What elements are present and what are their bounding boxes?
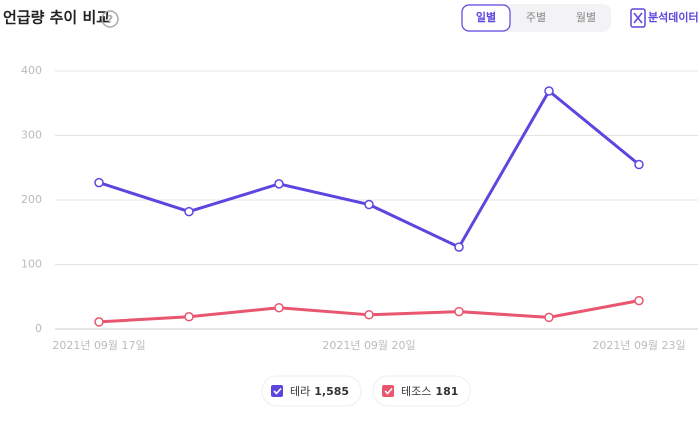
y-tick-label: 200: [21, 193, 42, 206]
x-tick-label: 2021년 09월 23일: [592, 338, 685, 352]
data-point: [274, 302, 284, 313]
legend-item[interactable]: [372, 375, 471, 407]
tab[interactable]: 월별: [576, 11, 596, 24]
legend-total: 1,585: [314, 385, 349, 398]
export-button[interactable]: 분석데이터: [648, 10, 699, 24]
data-point: [184, 206, 194, 217]
excel-icon-x: [633, 12, 643, 24]
tab[interactable]: 일별: [476, 10, 496, 24]
data-point: [274, 179, 284, 189]
legend-check: [273, 387, 282, 395]
data-point: [544, 86, 554, 96]
legend-name: 테조스: [401, 385, 431, 398]
legend-checkbox: [271, 385, 283, 397]
data-point: [634, 295, 644, 306]
x-tick-label: 2021년 09월 17일: [52, 338, 145, 352]
y-tick-label: 400: [21, 64, 42, 77]
excel-icon: [630, 8, 646, 28]
data-point: [184, 311, 194, 322]
data-point: [544, 312, 554, 323]
legend-check: [384, 387, 393, 395]
data-point: [364, 310, 374, 320]
legend-checkbox: [382, 385, 395, 397]
data-point: [454, 242, 464, 252]
help-text: ?: [107, 13, 113, 26]
series-line: [98, 88, 640, 250]
legend-name: 테라: [290, 385, 310, 398]
tab[interactable]: 주별: [526, 11, 546, 24]
legend-total: 181: [435, 385, 458, 398]
data-point: [454, 306, 464, 317]
y-tick-label: 0: [35, 322, 42, 335]
help-icon[interactable]: [101, 10, 119, 28]
data-point: [364, 199, 374, 210]
title: 언급량 추이 비교: [3, 9, 110, 27]
data-point: [634, 159, 644, 170]
tab-active: [461, 4, 511, 32]
x-tick-label: 2021년 09월 20일: [322, 338, 415, 352]
data-point: [94, 177, 104, 188]
legend-item[interactable]: [261, 375, 362, 407]
y-tick-label: 100: [21, 258, 42, 271]
y-tick-label: 300: [21, 129, 42, 142]
data-point: [94, 317, 104, 327]
